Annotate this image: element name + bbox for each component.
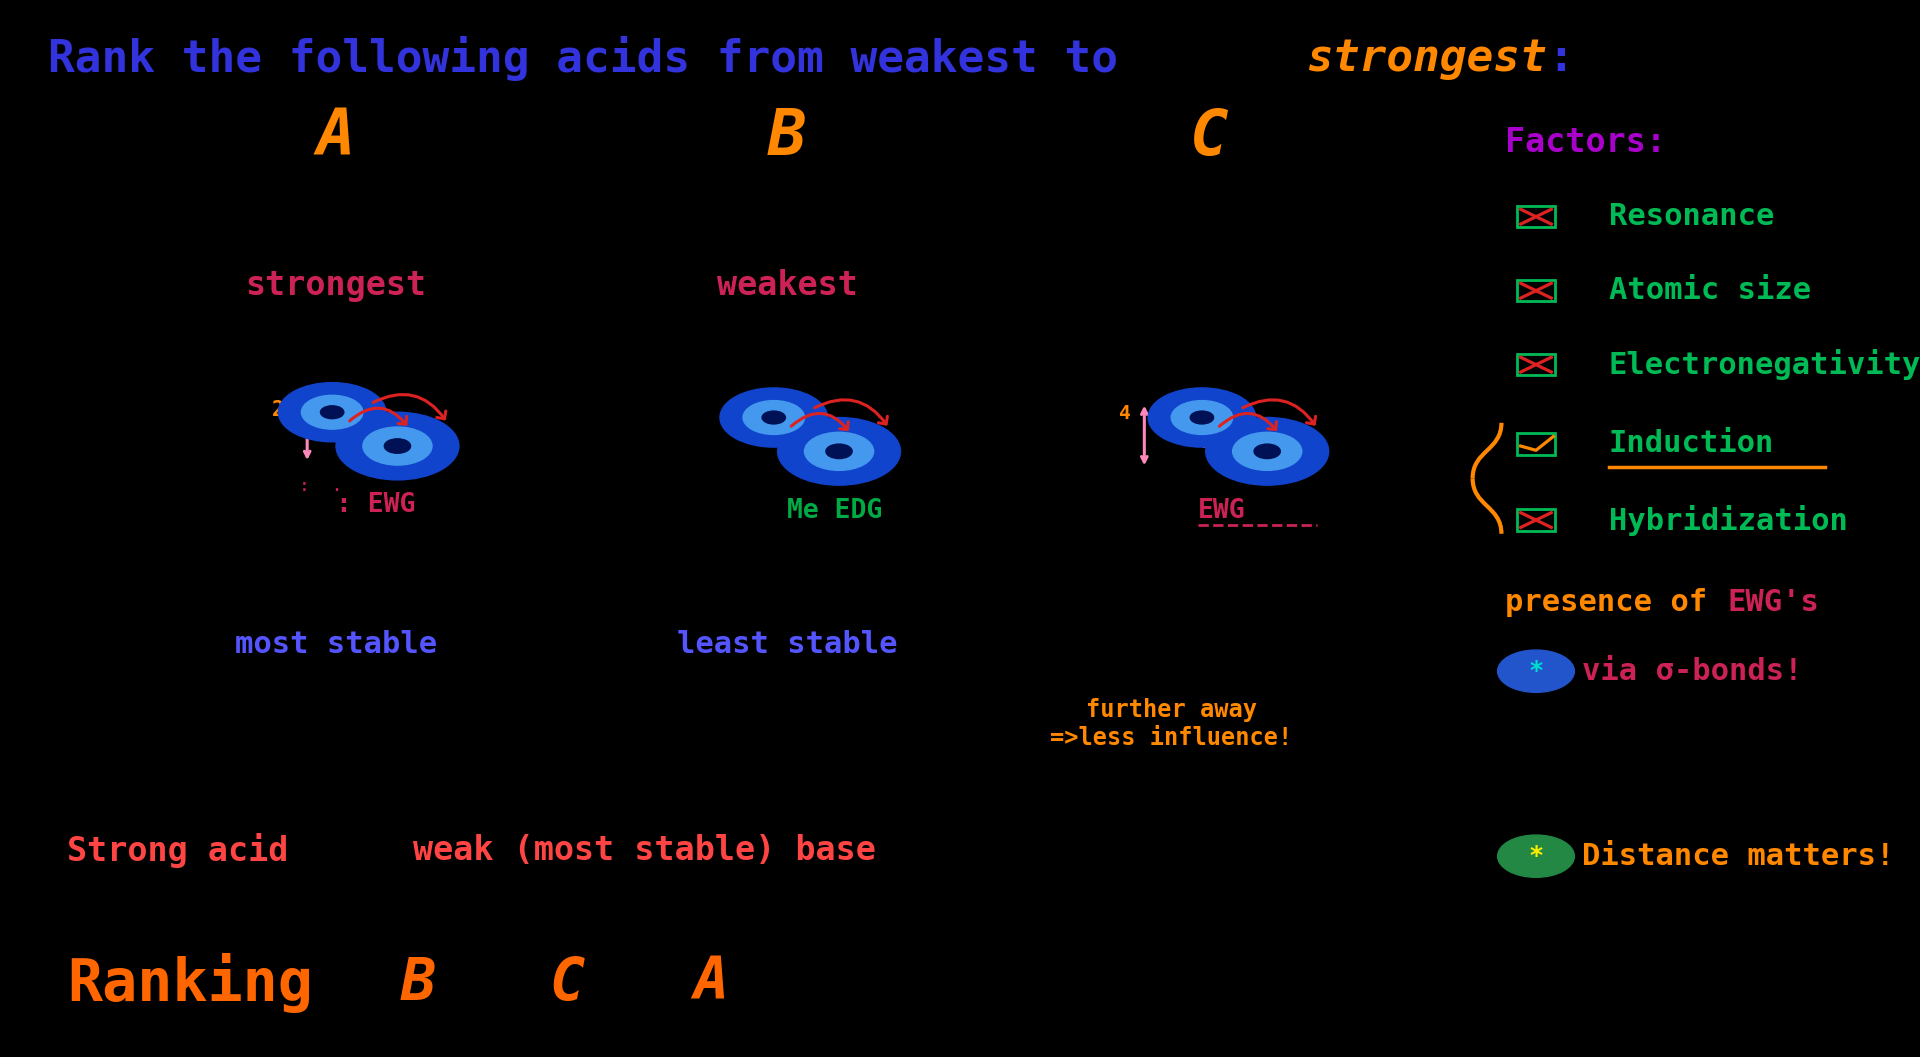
Text: most stable: most stable xyxy=(234,630,438,660)
Text: A: A xyxy=(693,954,728,1012)
Bar xyxy=(1517,509,1555,531)
Circle shape xyxy=(1171,401,1233,434)
Text: : EWG: : EWG xyxy=(336,493,415,518)
Text: Rank the following acids from weakest to: Rank the following acids from weakest to xyxy=(48,36,1144,80)
Circle shape xyxy=(1148,388,1256,447)
Circle shape xyxy=(384,439,411,453)
Text: EWG's: EWG's xyxy=(1728,588,1820,617)
Text: Strong acid: Strong acid xyxy=(67,833,288,869)
Circle shape xyxy=(826,444,852,459)
Text: Hybridization: Hybridization xyxy=(1609,504,1847,536)
Text: weak (most stable) base: weak (most stable) base xyxy=(413,834,876,868)
Circle shape xyxy=(804,432,874,470)
Text: 1: 1 xyxy=(1252,444,1261,463)
Circle shape xyxy=(363,427,432,465)
Circle shape xyxy=(1206,418,1329,485)
Text: :  .: : . xyxy=(300,477,342,496)
Circle shape xyxy=(743,401,804,434)
Text: Ranking: Ranking xyxy=(67,953,313,1013)
Bar xyxy=(1517,280,1555,301)
Bar xyxy=(1517,206,1555,227)
Text: strongest: strongest xyxy=(246,268,426,302)
Circle shape xyxy=(1498,650,1574,692)
Text: Factors:: Factors: xyxy=(1505,126,1667,160)
Circle shape xyxy=(336,412,459,480)
Text: 2: 2 xyxy=(1202,433,1213,452)
FancyArrowPatch shape xyxy=(349,408,407,424)
FancyArrowPatch shape xyxy=(372,394,445,419)
Text: *: * xyxy=(1528,845,1544,868)
Text: Induction: Induction xyxy=(1609,429,1774,459)
FancyArrowPatch shape xyxy=(814,400,887,424)
Text: 2: 2 xyxy=(273,401,284,420)
Circle shape xyxy=(778,418,900,485)
Circle shape xyxy=(321,406,344,419)
FancyArrowPatch shape xyxy=(1219,413,1277,429)
Text: C: C xyxy=(549,954,584,1012)
Text: Electronegativity: Electronegativity xyxy=(1609,349,1920,381)
FancyArrowPatch shape xyxy=(791,413,849,429)
Text: Distance matters!: Distance matters! xyxy=(1582,841,1895,871)
Text: Atomic size: Atomic size xyxy=(1609,276,1811,305)
Text: least stable: least stable xyxy=(678,630,897,660)
Text: weakest: weakest xyxy=(716,268,858,302)
Text: *: * xyxy=(1528,660,1544,683)
Text: presence of: presence of xyxy=(1505,588,1726,617)
Circle shape xyxy=(1233,432,1302,470)
Text: EWG: EWG xyxy=(1198,498,1246,523)
Text: Resonance: Resonance xyxy=(1609,202,1774,231)
Circle shape xyxy=(1498,835,1574,877)
Text: C: C xyxy=(1190,107,1229,168)
Circle shape xyxy=(1254,444,1281,459)
Circle shape xyxy=(301,395,363,429)
Text: δ: δ xyxy=(1167,421,1177,440)
Circle shape xyxy=(720,388,828,447)
Bar xyxy=(1517,354,1555,375)
FancyArrowPatch shape xyxy=(1242,400,1315,424)
Text: B: B xyxy=(401,954,436,1012)
Text: :: : xyxy=(1548,37,1574,79)
Text: 1: 1 xyxy=(365,434,376,453)
Text: via σ-bonds!: via σ-bonds! xyxy=(1582,656,1803,686)
Text: Me EDG: Me EDG xyxy=(787,498,883,523)
Text: further away
=>less influence!: further away =>less influence! xyxy=(1050,698,1292,750)
Bar xyxy=(1517,433,1555,455)
Text: 4: 4 xyxy=(1119,404,1131,423)
Text: strongest: strongest xyxy=(1306,37,1546,79)
Circle shape xyxy=(762,411,785,424)
Text: B: B xyxy=(768,107,806,168)
Circle shape xyxy=(278,383,386,442)
Circle shape xyxy=(1190,411,1213,424)
Text: A: A xyxy=(317,107,355,168)
